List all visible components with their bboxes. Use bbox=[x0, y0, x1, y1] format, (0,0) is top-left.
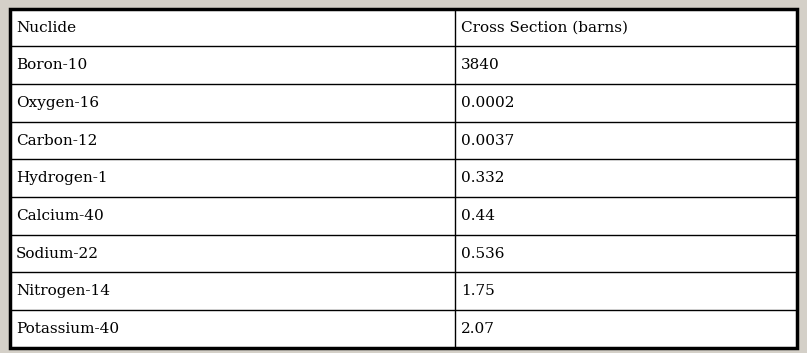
Text: Calcium-40: Calcium-40 bbox=[16, 209, 104, 223]
Text: Cross Section (barns): Cross Section (barns) bbox=[461, 21, 628, 35]
Text: Potassium-40: Potassium-40 bbox=[16, 322, 119, 336]
Text: Sodium-22: Sodium-22 bbox=[16, 247, 99, 261]
Text: 0.44: 0.44 bbox=[461, 209, 495, 223]
Text: 3840: 3840 bbox=[461, 58, 500, 72]
Text: 2.07: 2.07 bbox=[461, 322, 495, 336]
Text: Oxygen-16: Oxygen-16 bbox=[16, 96, 99, 110]
Text: Hydrogen-1: Hydrogen-1 bbox=[16, 171, 108, 185]
Text: Nitrogen-14: Nitrogen-14 bbox=[16, 284, 110, 298]
Text: Nuclide: Nuclide bbox=[16, 21, 77, 35]
Text: Carbon-12: Carbon-12 bbox=[16, 134, 98, 148]
Text: 1.75: 1.75 bbox=[461, 284, 495, 298]
Text: Boron-10: Boron-10 bbox=[16, 58, 87, 72]
Text: 0.0037: 0.0037 bbox=[461, 134, 514, 148]
Text: 0.536: 0.536 bbox=[461, 247, 504, 261]
Text: 0.332: 0.332 bbox=[461, 171, 504, 185]
Text: 0.0002: 0.0002 bbox=[461, 96, 515, 110]
